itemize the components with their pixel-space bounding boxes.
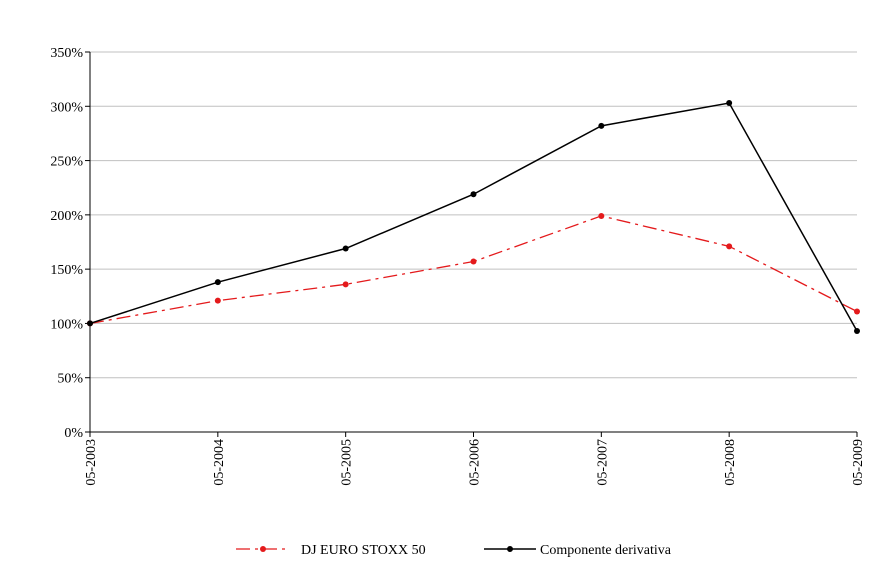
series-lines: [87, 100, 860, 335]
x-tick-label: 05-2004: [212, 439, 227, 486]
x-tick-label: 05-2008: [723, 439, 738, 486]
gridlines: [89, 51, 857, 433]
x-tick-label: 05-2003: [84, 439, 99, 486]
data-point: [726, 100, 733, 107]
x-tick-label: 05-2005: [340, 439, 355, 486]
x-axis-ticks: 05-2003 05-2004 05-2005 05-2006 05-2007 05-20…: [84, 432, 866, 486]
x-tick-label: 05-2006: [468, 439, 483, 486]
data-point: [598, 212, 605, 219]
legend-marker-dj-euro-stoxx-50: [260, 546, 266, 552]
data-point: [214, 297, 221, 304]
data-point: [342, 245, 349, 252]
y-tick-label: 50%: [57, 372, 83, 387]
x-tick-label: 05-2007: [595, 439, 610, 486]
data-point: [854, 308, 860, 315]
data-point: [470, 191, 477, 198]
data-point: [342, 281, 349, 288]
y-tick-label: 200%: [50, 209, 83, 224]
data-point: [87, 320, 93, 327]
y-tick-label: 100%: [50, 317, 83, 332]
legend-label-dj-euro-stoxx-50: DJ EURO STOXX 50: [301, 543, 426, 558]
y-tick-label: 150%: [50, 263, 83, 278]
y-tick-label: 250%: [50, 155, 83, 170]
y-axis-ticks: 0% 50% 100% 150% 200% 250% 300% 350%: [50, 46, 90, 441]
series-line: [89, 215, 858, 325]
legend-label-componente-derivativa: Componente derivativa: [540, 543, 672, 558]
x-tick-label: 05-2009: [851, 439, 866, 486]
legend-marker-componente-derivativa: [507, 546, 513, 552]
y-tick-label: 0%: [64, 426, 83, 441]
y-tick-label: 300%: [50, 100, 83, 115]
data-point: [214, 279, 221, 286]
data-point: [854, 328, 860, 335]
data-point: [470, 258, 477, 265]
y-tick-label: 350%: [50, 46, 83, 61]
series-line: [89, 102, 858, 332]
legend: DJ EURO STOXX 50 Componente derivativa: [236, 543, 672, 558]
data-point: [726, 243, 733, 250]
data-point: [598, 122, 605, 129]
